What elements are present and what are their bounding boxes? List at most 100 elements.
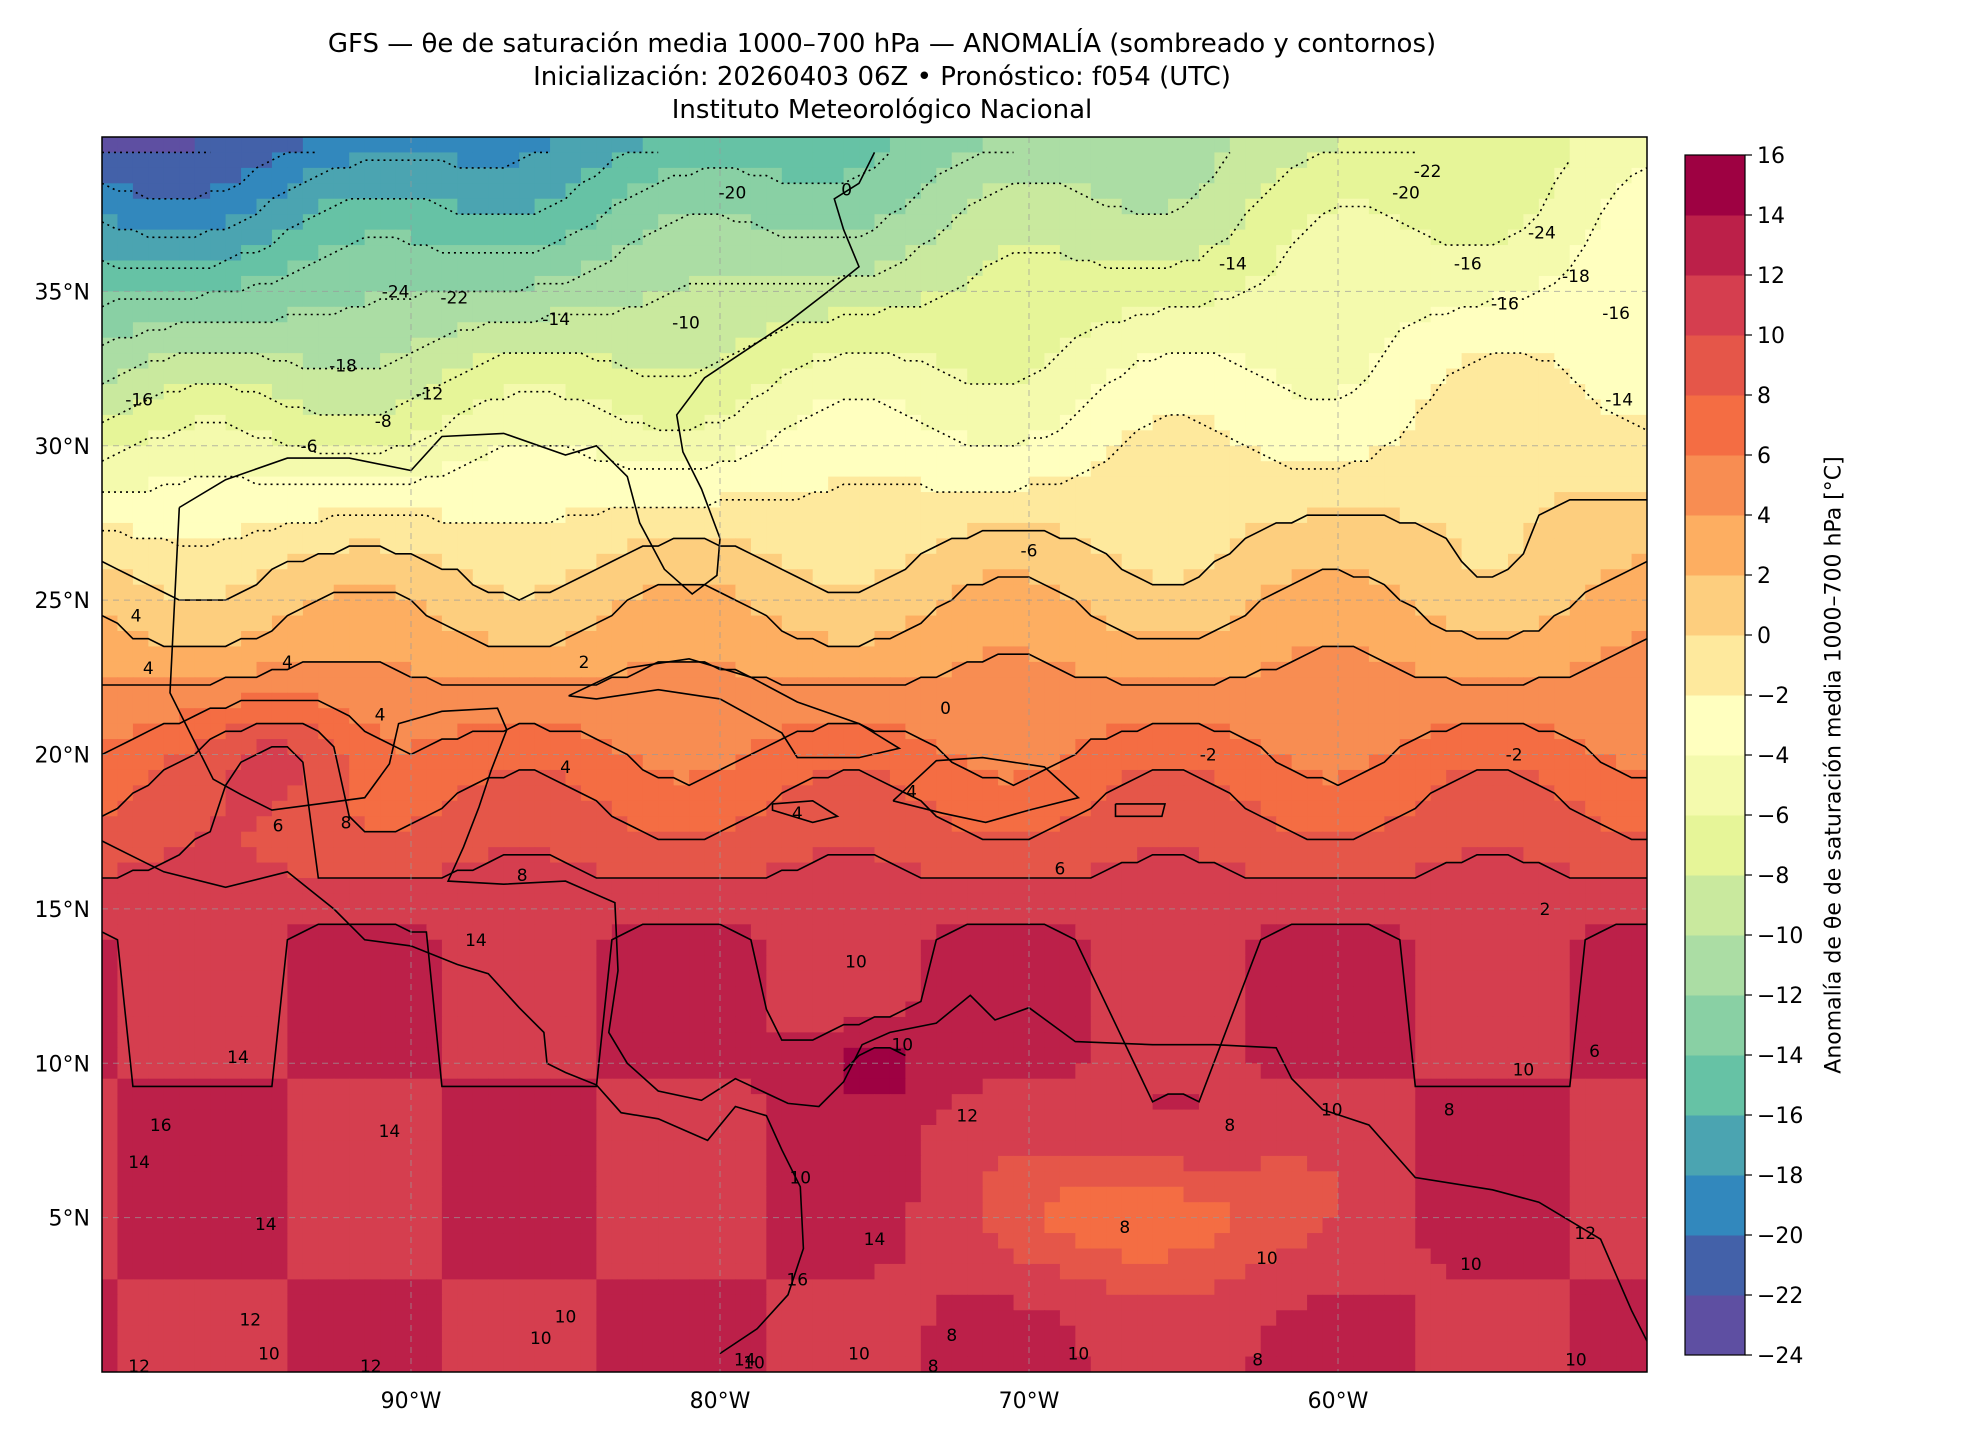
field-cell — [1214, 476, 1231, 493]
field-cell — [611, 569, 628, 586]
field-cell — [920, 445, 937, 462]
field-cell — [1013, 476, 1030, 493]
field-cell — [457, 646, 474, 663]
field-cell — [225, 862, 242, 879]
field-cell — [766, 723, 783, 740]
field-cell — [1260, 167, 1277, 184]
field-cell — [1291, 183, 1308, 200]
field-cell — [503, 414, 520, 431]
field-cell — [302, 260, 319, 277]
field-cell — [148, 522, 165, 539]
field-cell — [364, 661, 381, 678]
field-cell — [859, 260, 876, 277]
field-cell — [1198, 368, 1215, 385]
field-cell — [488, 569, 505, 586]
field-cell — [102, 322, 119, 339]
field-cell — [967, 569, 984, 586]
field-cell — [1538, 600, 1555, 617]
field-cell — [1307, 522, 1324, 539]
field-cell — [1569, 646, 1586, 663]
field-cell — [750, 893, 767, 910]
field-cell — [271, 785, 288, 802]
field-cell — [905, 569, 922, 586]
field-cell — [704, 507, 721, 524]
field-cell — [905, 245, 922, 262]
field-cell — [1075, 507, 1092, 524]
field-cell — [611, 198, 628, 215]
field-cell — [982, 492, 999, 509]
field-cell — [426, 291, 443, 308]
field-cell — [611, 214, 628, 231]
field-cell — [1307, 615, 1324, 632]
field-cell — [1245, 584, 1262, 601]
field-cell — [1291, 584, 1308, 601]
field-cell — [998, 816, 1015, 833]
field-cell — [596, 322, 613, 339]
field-cell — [1029, 584, 1046, 601]
field-cell — [797, 198, 814, 215]
field-cell — [1198, 800, 1215, 817]
field-cell — [1044, 692, 1061, 709]
field-cell — [951, 692, 968, 709]
field-cell — [735, 785, 752, 802]
field-cell — [395, 368, 412, 385]
field-cell — [302, 291, 319, 308]
field-cell — [1338, 260, 1355, 277]
field-cell — [1075, 754, 1092, 771]
field-cell — [828, 461, 845, 478]
field-cell — [179, 306, 196, 323]
field-cell — [179, 862, 196, 879]
field-cell — [936, 831, 953, 848]
field-cell — [395, 862, 412, 879]
field-cell — [550, 322, 567, 339]
field-cell — [1523, 476, 1540, 493]
field-cell — [287, 430, 304, 447]
field-cell — [550, 260, 567, 277]
field-cell — [1013, 337, 1030, 354]
field-cell — [1291, 893, 1308, 910]
field-cell — [565, 337, 582, 354]
field-cell — [302, 646, 319, 663]
field-cell — [967, 507, 984, 524]
field-cell — [1137, 414, 1154, 431]
field-cell — [998, 631, 1015, 648]
field-cell — [642, 800, 659, 817]
field-cell — [1507, 368, 1524, 385]
field-cell — [859, 631, 876, 648]
field-cell — [982, 384, 999, 401]
field-cell — [1183, 152, 1200, 169]
field-cell — [797, 507, 814, 524]
field-cell — [102, 522, 119, 539]
field-cell — [1415, 769, 1432, 786]
field-cell — [889, 214, 906, 231]
field-cell — [1600, 368, 1617, 385]
field-cell — [302, 492, 319, 509]
field-cell — [241, 507, 258, 524]
field-cell — [1245, 245, 1262, 262]
field-cell — [441, 631, 458, 648]
field-cell — [689, 167, 706, 184]
field-cell — [1353, 137, 1370, 154]
field-cell — [210, 661, 227, 678]
field-cell — [905, 275, 922, 292]
field-cell — [1137, 291, 1154, 308]
field-cell — [596, 198, 613, 215]
field-cell — [1384, 414, 1401, 431]
field-cell — [1569, 739, 1586, 756]
field-cell — [1523, 322, 1540, 339]
field-cell — [1013, 306, 1030, 323]
field-cell — [1291, 800, 1308, 817]
field-cell — [163, 522, 180, 539]
field-cell — [658, 584, 675, 601]
field-cell — [241, 368, 258, 385]
field-cell — [1616, 553, 1633, 570]
field-cell — [1229, 862, 1246, 879]
field-cell — [179, 584, 196, 601]
field-cell — [179, 152, 196, 169]
field-cell — [828, 399, 845, 416]
field-cell — [380, 708, 397, 725]
field-cell — [1121, 893, 1138, 910]
field-cell — [1152, 275, 1169, 292]
field-cell — [132, 245, 149, 262]
field-cell — [1322, 769, 1339, 786]
